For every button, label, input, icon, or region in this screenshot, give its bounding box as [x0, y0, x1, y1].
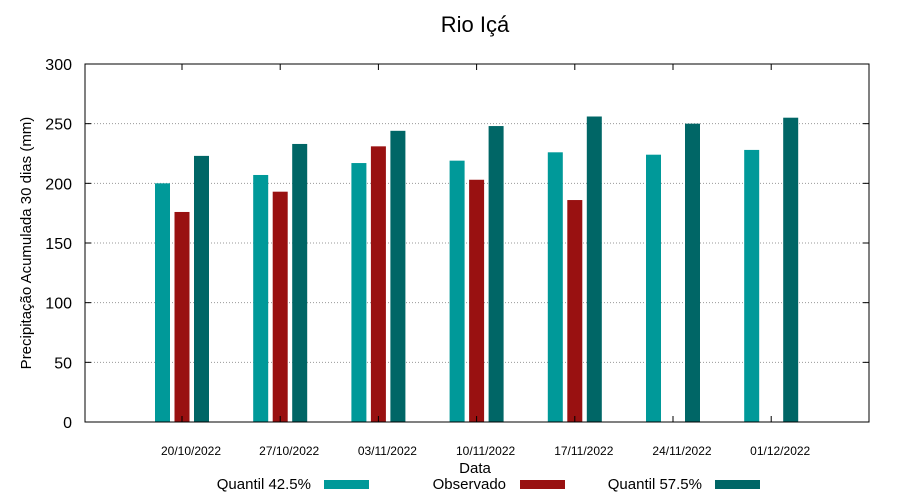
legend-label: Quantil 42.5% — [217, 476, 311, 493]
x-tick-label: 03/11/2022 — [358, 444, 417, 458]
bar-observado-2 — [370, 146, 386, 422]
x-tick-label: 10/11/2022 — [456, 444, 515, 458]
x-tick-label: 27/10/2022 — [259, 444, 319, 458]
bar-quantil-57-5--4 — [586, 116, 602, 423]
bar-quantil-42-5--3 — [449, 160, 465, 422]
y-tick-label: 200 — [45, 176, 72, 193]
bar-quantil-57-5--5 — [685, 123, 700, 423]
legend-label: Observado — [433, 476, 506, 493]
x-tick-label: 17/11/2022 — [554, 444, 613, 458]
bar-quantil-42-5--2 — [351, 163, 367, 422]
bar-quantil-57-5--2 — [390, 130, 406, 422]
bars-layer — [155, 116, 799, 423]
bar-quantil-57-5--3 — [488, 126, 504, 422]
bar-quantil-42-5--6 — [744, 149, 760, 423]
bar-observado-0 — [174, 211, 190, 422]
x-tick-label: 01/12/2022 — [750, 444, 810, 458]
x-axis-title: Data — [459, 460, 491, 477]
x-axis-ticks: 20/10/2022 27/10/2022 03/11/2022 10/11/2022… — [161, 64, 811, 458]
y-axis-title: Precipitação Acumulada 30 dias (mm) — [18, 117, 35, 370]
y-tick-label: 300 — [45, 57, 72, 74]
y-tick-label: 150 — [45, 236, 72, 253]
legend-label: Quantil 57.5% — [608, 476, 702, 493]
bar-observado-1 — [272, 191, 288, 422]
legend-swatch — [520, 480, 565, 489]
bar-quantil-57-5--0 — [194, 155, 209, 423]
bar-quantil-42-5--0 — [155, 183, 170, 422]
legend: Quantil 42.5% Observado Quantil 57.5% — [217, 476, 760, 493]
x-tick-label: 20/10/2022 — [161, 444, 221, 458]
y-tick-label: 0 — [63, 415, 72, 432]
chart-title: Rio Içá — [441, 12, 510, 37]
bar-quantil-42-5--1 — [253, 174, 269, 422]
y-axis-ticks: 0 50 100 150 200 250 300 — [45, 57, 869, 432]
x-tick-label: 24/11/2022 — [652, 444, 711, 458]
bar-quantil-42-5--5 — [646, 154, 661, 422]
bar-quantil-57-5--1 — [292, 143, 308, 422]
bar-observado-3 — [469, 179, 485, 422]
legend-swatch — [324, 480, 369, 489]
bar-observado-4 — [567, 200, 583, 422]
bar-quantil-42-5--4 — [547, 152, 563, 422]
bar-quantil-57-5--6 — [783, 117, 799, 422]
legend-swatch — [715, 480, 760, 489]
y-tick-label: 250 — [45, 117, 72, 134]
y-tick-label: 100 — [45, 296, 72, 313]
y-tick-label: 50 — [54, 355, 72, 372]
